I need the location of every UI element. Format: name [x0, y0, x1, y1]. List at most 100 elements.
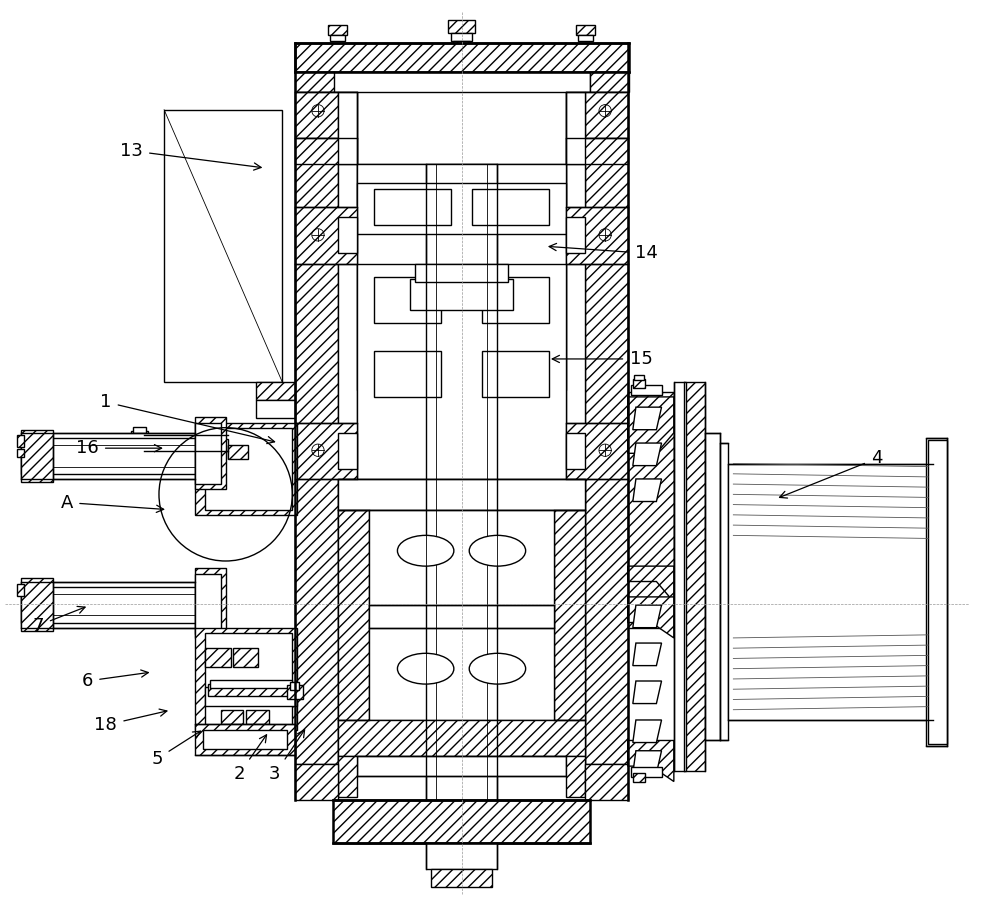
Bar — [633, 380, 645, 387]
Polygon shape — [633, 443, 662, 466]
Bar — [374, 350, 441, 396]
Bar — [295, 207, 357, 264]
Polygon shape — [633, 605, 662, 628]
Bar — [205, 687, 297, 705]
Bar — [585, 92, 628, 138]
Bar — [628, 392, 674, 628]
Bar — [576, 25, 595, 35]
Bar — [338, 720, 585, 756]
Bar — [195, 628, 297, 730]
Bar — [131, 431, 148, 459]
Bar — [338, 479, 585, 510]
Bar — [228, 445, 248, 459]
Text: A: A — [60, 493, 164, 513]
Bar — [295, 92, 338, 764]
Bar — [256, 382, 295, 400]
Polygon shape — [628, 396, 674, 454]
Bar — [357, 264, 566, 479]
Bar — [585, 92, 628, 764]
Ellipse shape — [397, 654, 454, 684]
Bar — [333, 72, 590, 92]
Bar — [287, 685, 303, 700]
Bar — [338, 432, 357, 468]
Bar — [634, 375, 644, 381]
Bar — [631, 384, 662, 395]
Polygon shape — [633, 720, 662, 742]
Bar — [369, 605, 554, 628]
Bar — [453, 41, 470, 46]
Bar — [357, 183, 388, 205]
Bar — [144, 439, 228, 451]
Bar — [566, 207, 628, 264]
Bar — [205, 648, 231, 667]
Bar — [357, 164, 566, 183]
Bar — [415, 264, 508, 282]
Text: 5: 5 — [151, 731, 200, 768]
Bar — [374, 189, 451, 225]
Text: 16: 16 — [76, 439, 162, 457]
Bar — [333, 800, 590, 843]
Bar — [410, 279, 513, 310]
Polygon shape — [633, 643, 662, 666]
Bar — [21, 586, 195, 622]
Bar — [431, 869, 492, 887]
Bar — [195, 724, 295, 755]
Bar — [338, 92, 357, 764]
Ellipse shape — [469, 536, 526, 566]
Bar — [566, 92, 585, 764]
Bar — [926, 438, 947, 746]
Bar — [535, 183, 566, 205]
Bar — [205, 632, 292, 725]
Bar — [256, 400, 295, 419]
Polygon shape — [628, 740, 674, 782]
Bar — [195, 422, 221, 484]
Text: 13: 13 — [120, 142, 261, 171]
Bar — [203, 730, 287, 749]
Bar — [221, 710, 243, 724]
Bar — [205, 445, 226, 459]
Bar — [374, 277, 441, 323]
Bar — [17, 584, 24, 596]
Bar — [295, 138, 357, 164]
Bar — [720, 443, 728, 740]
Bar — [17, 435, 24, 447]
Bar — [357, 164, 566, 390]
Bar — [566, 218, 585, 254]
Bar — [328, 25, 347, 35]
Bar — [195, 574, 221, 633]
Bar — [633, 774, 645, 782]
Bar — [472, 189, 549, 225]
Bar — [246, 710, 269, 724]
Bar — [566, 92, 585, 164]
Bar — [295, 92, 338, 138]
Bar — [554, 510, 585, 720]
Bar — [338, 218, 357, 254]
Bar — [674, 382, 686, 772]
Bar — [631, 767, 662, 777]
Bar — [147, 436, 225, 442]
Bar — [295, 72, 334, 92]
Text: 15: 15 — [552, 350, 652, 368]
Bar — [566, 432, 585, 468]
Text: 4: 4 — [780, 449, 883, 498]
Text: 1: 1 — [100, 393, 275, 443]
Polygon shape — [633, 681, 662, 703]
Bar — [133, 427, 146, 432]
Bar — [451, 33, 472, 41]
Ellipse shape — [397, 536, 454, 566]
Bar — [728, 464, 933, 720]
Bar — [357, 183, 566, 234]
Bar — [566, 422, 628, 479]
Bar — [195, 422, 297, 514]
Bar — [295, 422, 357, 479]
Bar — [21, 430, 53, 482]
Polygon shape — [633, 408, 662, 430]
Polygon shape — [628, 566, 674, 602]
Bar — [290, 682, 299, 691]
Bar — [295, 43, 629, 72]
Bar — [195, 418, 226, 490]
Bar — [674, 392, 684, 628]
Bar — [17, 449, 24, 457]
Bar — [705, 432, 720, 740]
Bar — [330, 35, 345, 41]
